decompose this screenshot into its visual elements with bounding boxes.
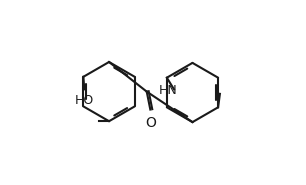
- Text: HO: HO: [75, 94, 94, 107]
- Text: HN: HN: [159, 84, 177, 97]
- Text: O: O: [145, 116, 156, 130]
